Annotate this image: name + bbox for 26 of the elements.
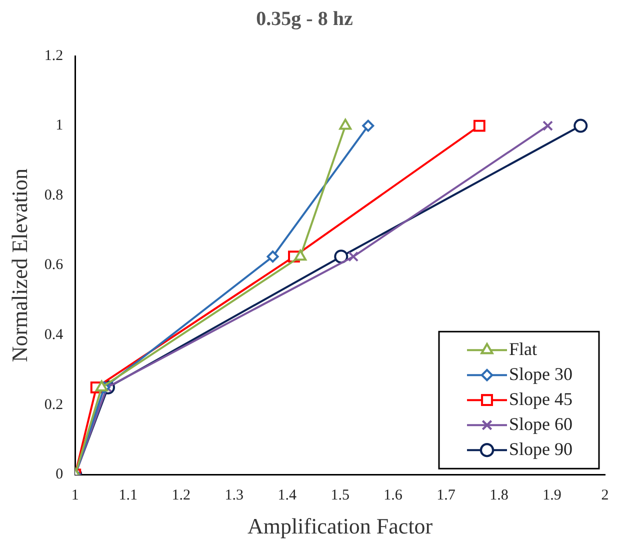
x-tick-label: 1.8 bbox=[490, 488, 508, 504]
x-tick-label: 1.6 bbox=[384, 488, 403, 504]
y-tick-label: 1 bbox=[56, 118, 64, 134]
y-tick-label: 0.6 bbox=[44, 257, 64, 274]
x-tick-label: 1.9 bbox=[542, 488, 562, 504]
y-tick-label: 0.4 bbox=[44, 327, 64, 344]
y-tick-label: 0 bbox=[56, 466, 64, 483]
x-axis-title: Amplification Factor bbox=[248, 514, 434, 539]
legend-label: Slope 60 bbox=[509, 414, 573, 434]
x-tick-label: 1.3 bbox=[224, 488, 244, 504]
x-tick-label: 1.5 bbox=[330, 488, 350, 504]
x-tick-label: 1.7 bbox=[436, 488, 456, 504]
x-tick-label: 1 bbox=[71, 488, 79, 504]
y-tick-label: 0.2 bbox=[44, 396, 64, 413]
legend-label: Flat bbox=[509, 338, 538, 359]
x-tick-label: 1.4 bbox=[278, 488, 297, 504]
y-tick-label: 1.2 bbox=[44, 48, 64, 64]
legend-label: Slope 30 bbox=[509, 364, 573, 384]
legend-label: Slope 45 bbox=[509, 388, 573, 409]
legend-label: Slope 90 bbox=[509, 438, 573, 459]
y-tick-label: 0.8 bbox=[44, 187, 64, 204]
x-tick-label: 1.2 bbox=[172, 488, 190, 504]
x-tick-label: 2 bbox=[601, 488, 609, 504]
y-axis-title: Normalized Elevation bbox=[6, 168, 32, 362]
x-tick-label: 1.1 bbox=[118, 488, 138, 504]
chart-title: 0.35g - 8 hz bbox=[256, 8, 353, 30]
